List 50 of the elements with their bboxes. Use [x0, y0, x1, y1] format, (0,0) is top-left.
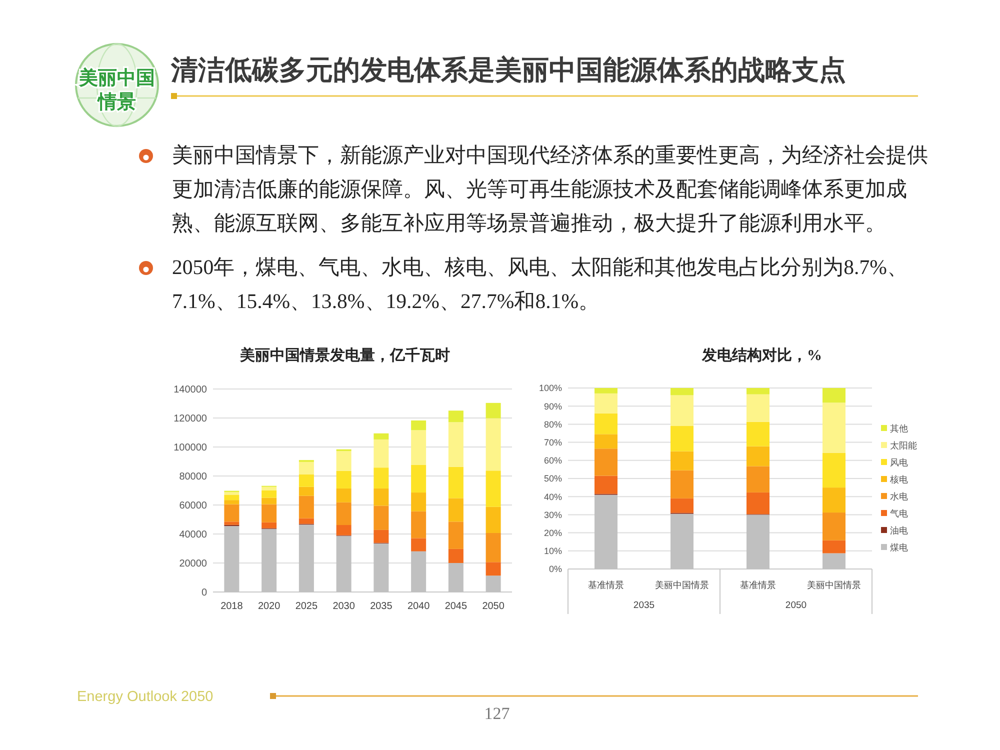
annotation: 127	[484, 704, 510, 723]
tick-label: 50%	[544, 474, 562, 484]
tick-label: 120000	[174, 414, 207, 424]
annotation: Energy Outlook 2050	[77, 689, 214, 705]
category-label: 基准情景	[740, 580, 776, 590]
tick-label: 40000	[179, 530, 207, 540]
tick-label: 80000	[179, 472, 207, 482]
tick-label: 40%	[544, 492, 562, 502]
tick-label: 20%	[544, 528, 562, 538]
legend-label: 油电	[890, 526, 908, 536]
legend-label: 水电	[890, 492, 908, 502]
category-label: 基准情景	[588, 580, 624, 590]
tick-label: 30%	[544, 510, 562, 520]
legend-label: 核电	[890, 474, 908, 484]
category-label: 2020	[258, 601, 280, 612]
annotation: 情景	[98, 92, 136, 113]
category-label: 2025	[295, 601, 318, 612]
legend-label: 煤电	[890, 542, 908, 552]
tick-label: 60000	[179, 500, 207, 512]
tick-label: 100000	[174, 442, 207, 454]
tick-label: 100%	[538, 383, 562, 394]
tick-label: 80%	[544, 419, 562, 430]
legend-label: 其他	[890, 424, 908, 434]
group-label: 2050	[785, 600, 807, 611]
annotation: 美丽中国	[79, 68, 155, 89]
tick-label: 60%	[544, 456, 562, 466]
legend-label: 气电	[890, 508, 908, 518]
title: 发电结构对比，%	[702, 348, 822, 364]
category-label: 2040	[407, 601, 430, 612]
annotation: 2050年，煤电、气电、水电、核电、风电、太阳能和其他发电占比分别为8.7%、7.1%、15.4%、13.8%、19.2%、27.7%和8.1%。	[172, 255, 909, 315]
category-label: 美丽中国情景	[807, 580, 861, 590]
tick-label: 20000	[179, 558, 207, 570]
category-label: 2050	[482, 601, 504, 612]
annotation: 美丽中国情景下，新能源产业对中国现代经济体系的重要性更高，为经济社会提供更加清洁低廉的能源保障。风、光等可再生能源技术及配套储能调峰体系更加成熟、能源互联网、多能互补应用等场景普遍推动，极大提升了能源利用水平。	[172, 143, 929, 237]
category-label: 美丽中国情景	[655, 580, 709, 590]
group-label: 2035	[633, 600, 655, 611]
tick-label: 70%	[544, 437, 562, 448]
title: 清洁低碳多元的发电体系是美丽中国能源体系的战略支点	[171, 55, 846, 85]
category-label: 2045	[444, 601, 468, 612]
tick-label: 0	[201, 588, 207, 598]
category-label: 2018	[220, 601, 243, 612]
tick-label: 90%	[544, 401, 562, 412]
tick-label: 0%	[548, 564, 562, 574]
tick-label: 140000	[174, 384, 207, 396]
category-label: 2030	[332, 601, 355, 612]
legend-label: 风电	[890, 458, 908, 468]
title: 美丽中国情景发电量，亿千瓦时	[240, 348, 450, 364]
tick-label: 10%	[544, 546, 562, 556]
legend-label: 太阳能	[890, 440, 917, 450]
category-label: 2035	[370, 601, 392, 612]
